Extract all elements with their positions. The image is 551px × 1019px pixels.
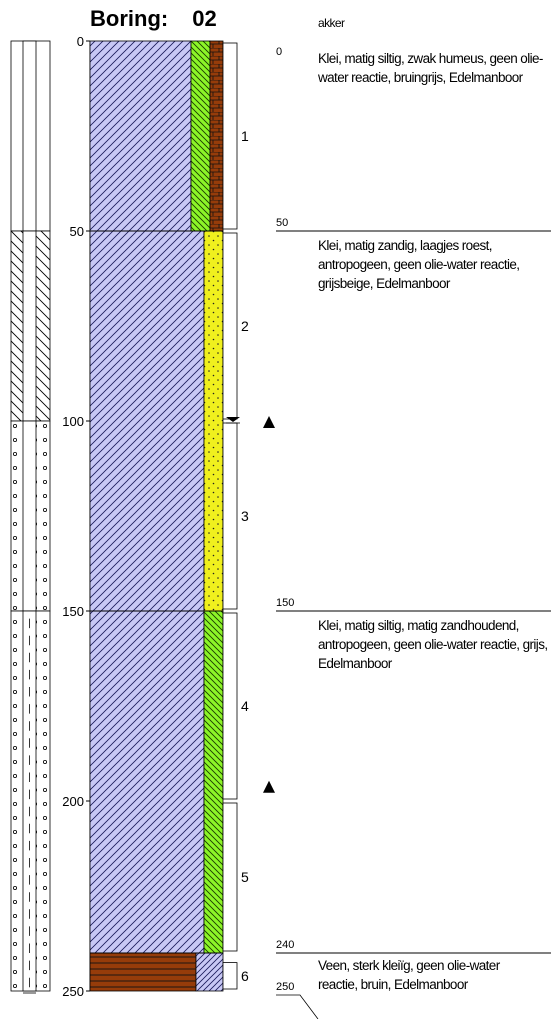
sample-box bbox=[222, 802, 238, 952]
sample-box bbox=[222, 42, 238, 230]
layer-clay bbox=[89, 40, 192, 232]
sample-box bbox=[222, 612, 238, 800]
pipe-column bbox=[10, 40, 51, 994]
depth-axis: 0 50 100 150 200 250 bbox=[62, 34, 91, 999]
layer-clay bbox=[89, 610, 205, 954]
pipe-inner-gravel bbox=[22, 420, 37, 612]
layer-sand-yellow bbox=[203, 230, 224, 612]
land-use-label: akker bbox=[318, 16, 345, 30]
sample-intervals: 1 2 3 4 5 6 bbox=[222, 42, 249, 990]
depth-mark-label: 50 bbox=[276, 217, 288, 229]
axis-tick-label: 100 bbox=[62, 414, 84, 429]
sample-label: 5 bbox=[241, 869, 249, 885]
sample-label: 2 bbox=[241, 318, 249, 334]
boring-title: Boring: 02 bbox=[90, 6, 217, 32]
pipe-inner-seal bbox=[22, 230, 37, 422]
layer-clay bbox=[89, 230, 205, 612]
layer-silt-green bbox=[190, 40, 211, 232]
soil-layers bbox=[89, 40, 224, 992]
axis-tick-label: 200 bbox=[62, 794, 84, 809]
triangle-marker-icon bbox=[263, 416, 275, 428]
layer-clay-admixture bbox=[195, 952, 224, 992]
axis-tick-label: 250 bbox=[62, 984, 84, 999]
sample-box bbox=[222, 232, 238, 420]
sample-box bbox=[222, 422, 238, 610]
water-level-icon bbox=[226, 417, 240, 422]
layer-silt-green bbox=[203, 610, 224, 954]
layer-description: Veen, sterk kleiïg, geen olie-water reac… bbox=[318, 958, 500, 992]
layer-description: Klei, matig siltig, matig zandhoudend, a… bbox=[318, 618, 548, 671]
end-depth-label: 250 bbox=[276, 981, 294, 993]
pipe-inner-blind bbox=[22, 40, 37, 232]
layer-description: Klei, matig siltig, zwak humeus, geen ol… bbox=[318, 51, 543, 85]
triangle-marker-icon bbox=[263, 780, 275, 793]
boring-label: Boring: bbox=[90, 6, 169, 31]
sample-label: 6 bbox=[241, 968, 249, 984]
axis-tick-label: 150 bbox=[62, 604, 84, 619]
sample-box bbox=[222, 962, 238, 990]
depth-marks: 0 50 150 240 250 bbox=[90, 46, 551, 1019]
pipe-inner-filter bbox=[22, 610, 37, 992]
layer-humus-brown bbox=[209, 40, 224, 232]
depth-mark-label: 150 bbox=[276, 597, 294, 609]
sample-label: 4 bbox=[241, 698, 249, 714]
depth-mark-label: 240 bbox=[276, 939, 294, 951]
end-depth-leader bbox=[276, 994, 319, 1019]
depth-mark-label: 0 bbox=[276, 46, 282, 58]
sample-label: 1 bbox=[241, 128, 249, 144]
sample-label: 3 bbox=[241, 508, 249, 524]
layer-description: Klei, matig zandig, laagjes roest, antro… bbox=[318, 238, 520, 291]
layer-peat bbox=[89, 952, 197, 992]
boring-number: 02 bbox=[192, 6, 217, 31]
water-markers bbox=[226, 416, 275, 793]
axis-tick-label: 50 bbox=[70, 224, 84, 239]
axis-tick-label: 0 bbox=[77, 34, 84, 49]
